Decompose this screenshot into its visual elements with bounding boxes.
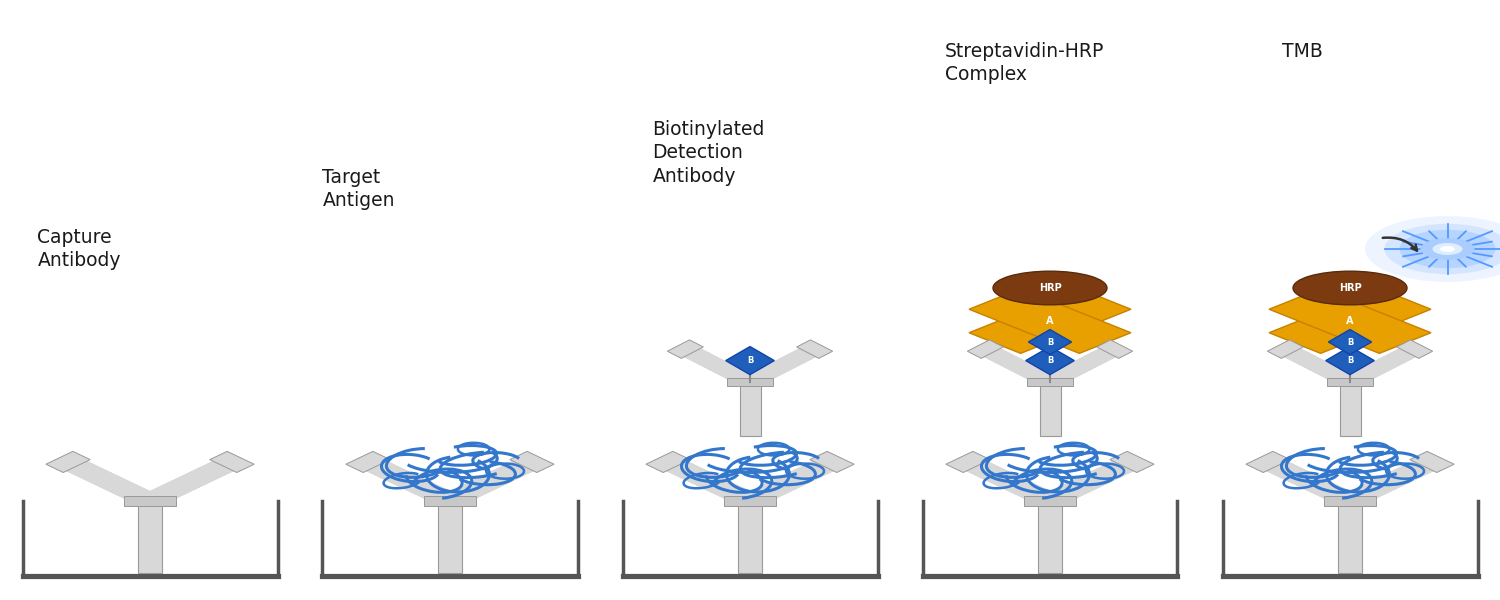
Polygon shape	[726, 347, 774, 374]
Text: TMB: TMB	[1282, 42, 1323, 61]
FancyBboxPatch shape	[740, 382, 760, 436]
Polygon shape	[1029, 329, 1071, 355]
FancyBboxPatch shape	[1038, 501, 1062, 573]
Circle shape	[1384, 224, 1500, 274]
Ellipse shape	[1293, 271, 1407, 305]
Text: B: B	[1347, 337, 1353, 347]
Text: A: A	[1047, 316, 1053, 326]
Polygon shape	[1396, 340, 1432, 358]
Text: B: B	[747, 356, 753, 365]
Polygon shape	[946, 451, 990, 473]
Bar	[1328, 379, 1372, 386]
Polygon shape	[1268, 340, 1304, 358]
Polygon shape	[810, 451, 853, 473]
Polygon shape	[1326, 347, 1374, 374]
Polygon shape	[1269, 289, 1431, 353]
Text: HRP: HRP	[1338, 283, 1362, 293]
Circle shape	[1432, 243, 1462, 255]
Circle shape	[1440, 246, 1455, 252]
Bar	[1023, 496, 1077, 506]
Text: Streptavidin-HRP
Complex: Streptavidin-HRP Complex	[945, 42, 1104, 85]
FancyBboxPatch shape	[738, 501, 762, 573]
Polygon shape	[1110, 451, 1154, 473]
Polygon shape	[968, 340, 1004, 358]
FancyBboxPatch shape	[138, 501, 162, 573]
Polygon shape	[510, 451, 554, 473]
Text: B: B	[1047, 337, 1053, 347]
Text: HRP: HRP	[1038, 283, 1062, 293]
Text: B: B	[1047, 356, 1053, 365]
FancyBboxPatch shape	[1040, 382, 1060, 436]
Bar	[123, 496, 177, 506]
Polygon shape	[210, 451, 254, 473]
Polygon shape	[1096, 340, 1132, 358]
Polygon shape	[1329, 329, 1371, 355]
Text: Capture
Antibody: Capture Antibody	[38, 228, 122, 271]
Bar	[723, 496, 777, 506]
Polygon shape	[646, 451, 690, 473]
Bar	[1028, 379, 1072, 386]
FancyBboxPatch shape	[438, 501, 462, 573]
Polygon shape	[1026, 347, 1074, 374]
Polygon shape	[46, 451, 90, 473]
Text: B: B	[1347, 356, 1353, 365]
Polygon shape	[1410, 451, 1454, 473]
Polygon shape	[969, 289, 1131, 353]
Circle shape	[1400, 230, 1496, 268]
Ellipse shape	[993, 271, 1107, 305]
Circle shape	[1365, 216, 1500, 282]
Text: Target
Antigen: Target Antigen	[322, 168, 394, 211]
Polygon shape	[1269, 289, 1431, 353]
Polygon shape	[969, 289, 1131, 353]
Polygon shape	[668, 340, 704, 358]
Text: Biotinylated
Detection
Antibody: Biotinylated Detection Antibody	[652, 120, 765, 186]
Bar	[423, 496, 477, 506]
Polygon shape	[346, 451, 390, 473]
Circle shape	[1420, 238, 1474, 260]
Bar	[728, 379, 772, 386]
Polygon shape	[1246, 451, 1290, 473]
FancyBboxPatch shape	[1340, 382, 1360, 436]
FancyBboxPatch shape	[1338, 501, 1362, 573]
Polygon shape	[796, 340, 832, 358]
Bar	[1323, 496, 1377, 506]
Text: A: A	[1347, 316, 1353, 326]
